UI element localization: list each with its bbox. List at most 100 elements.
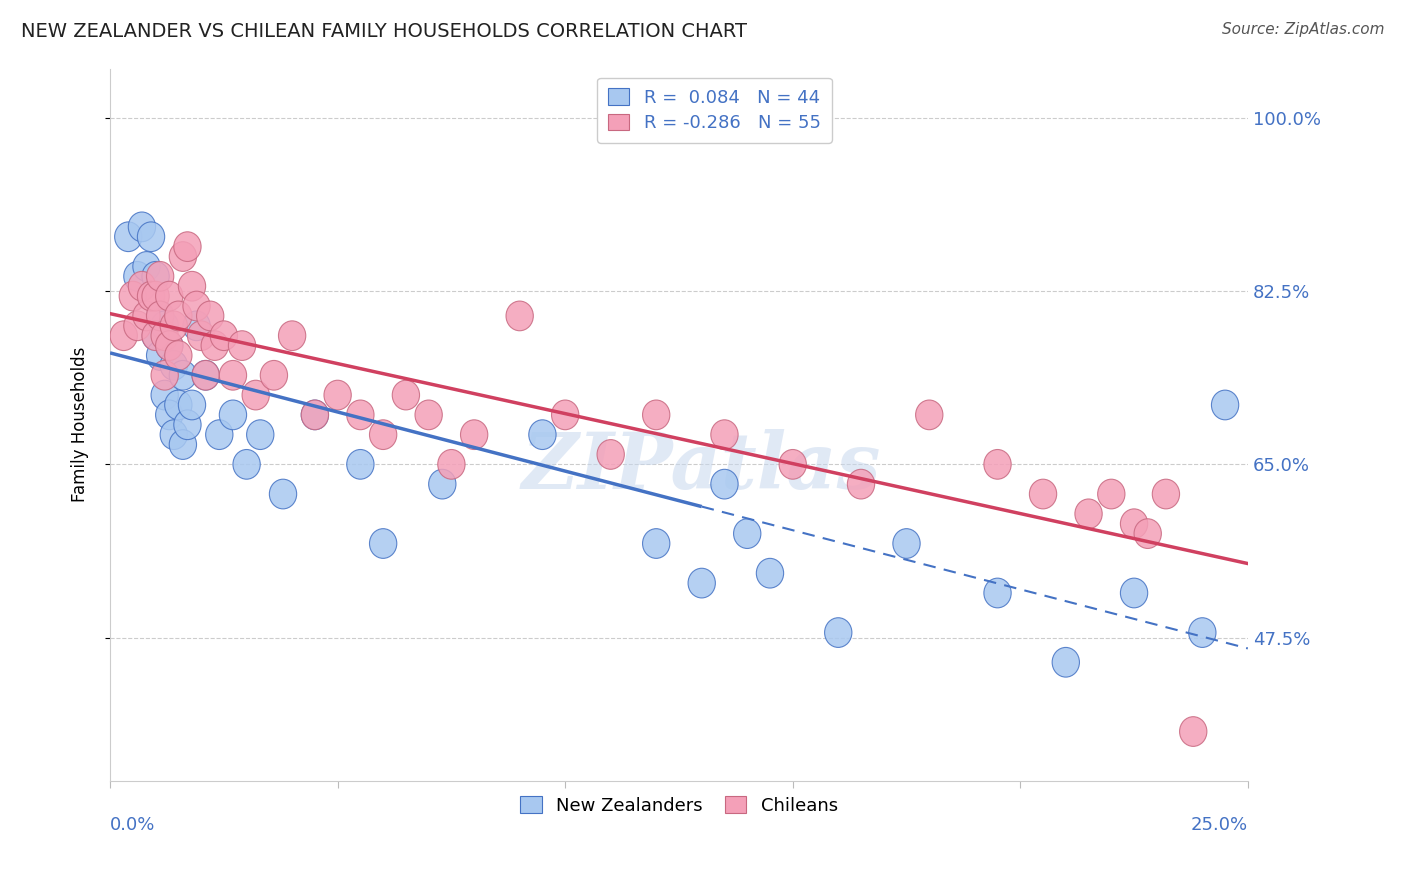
Ellipse shape [146, 261, 174, 291]
Ellipse shape [551, 400, 579, 430]
Text: 25.0%: 25.0% [1191, 815, 1249, 834]
Ellipse shape [160, 351, 187, 380]
Ellipse shape [260, 360, 288, 390]
Ellipse shape [150, 360, 179, 390]
Ellipse shape [370, 420, 396, 450]
Ellipse shape [142, 261, 169, 291]
Ellipse shape [183, 291, 209, 321]
Ellipse shape [115, 222, 142, 252]
Ellipse shape [160, 311, 187, 341]
Ellipse shape [915, 400, 943, 430]
Y-axis label: Family Households: Family Households [72, 347, 89, 502]
Ellipse shape [169, 242, 197, 271]
Ellipse shape [984, 578, 1011, 607]
Ellipse shape [323, 380, 352, 410]
Ellipse shape [138, 222, 165, 252]
Ellipse shape [146, 301, 174, 331]
Ellipse shape [124, 261, 150, 291]
Ellipse shape [197, 301, 224, 331]
Ellipse shape [347, 400, 374, 430]
Ellipse shape [711, 420, 738, 450]
Ellipse shape [138, 281, 165, 311]
Ellipse shape [132, 301, 160, 331]
Ellipse shape [132, 252, 160, 281]
Ellipse shape [156, 331, 183, 360]
Ellipse shape [893, 529, 920, 558]
Ellipse shape [165, 301, 193, 331]
Text: NEW ZEALANDER VS CHILEAN FAMILY HOUSEHOLDS CORRELATION CHART: NEW ZEALANDER VS CHILEAN FAMILY HOUSEHOL… [21, 22, 747, 41]
Ellipse shape [1212, 390, 1239, 420]
Ellipse shape [756, 558, 783, 588]
Ellipse shape [506, 301, 533, 331]
Ellipse shape [228, 331, 256, 360]
Ellipse shape [165, 341, 193, 370]
Ellipse shape [219, 400, 246, 430]
Ellipse shape [301, 400, 329, 430]
Ellipse shape [1121, 508, 1147, 539]
Ellipse shape [848, 469, 875, 499]
Ellipse shape [174, 232, 201, 261]
Ellipse shape [179, 271, 205, 301]
Ellipse shape [165, 390, 193, 420]
Ellipse shape [142, 321, 169, 351]
Ellipse shape [1153, 479, 1180, 508]
Ellipse shape [146, 341, 174, 370]
Ellipse shape [110, 321, 138, 351]
Ellipse shape [150, 380, 179, 410]
Ellipse shape [370, 529, 396, 558]
Text: Source: ZipAtlas.com: Source: ZipAtlas.com [1222, 22, 1385, 37]
Ellipse shape [278, 321, 305, 351]
Ellipse shape [128, 271, 156, 301]
Ellipse shape [169, 430, 197, 459]
Ellipse shape [392, 380, 419, 410]
Ellipse shape [142, 321, 169, 351]
Ellipse shape [156, 281, 183, 311]
Ellipse shape [429, 469, 456, 499]
Ellipse shape [246, 420, 274, 450]
Ellipse shape [150, 321, 179, 351]
Ellipse shape [347, 450, 374, 479]
Ellipse shape [128, 212, 156, 242]
Ellipse shape [156, 400, 183, 430]
Ellipse shape [179, 390, 205, 420]
Ellipse shape [1121, 578, 1147, 607]
Ellipse shape [688, 568, 716, 598]
Ellipse shape [1098, 479, 1125, 508]
Ellipse shape [146, 301, 174, 331]
Ellipse shape [437, 450, 465, 479]
Ellipse shape [1029, 479, 1057, 508]
Ellipse shape [193, 360, 219, 390]
Ellipse shape [824, 618, 852, 648]
Ellipse shape [643, 529, 669, 558]
Text: 0.0%: 0.0% [110, 815, 156, 834]
Ellipse shape [150, 311, 179, 341]
Ellipse shape [233, 450, 260, 479]
Legend: New Zealanders, Chileans: New Zealanders, Chileans [513, 789, 845, 822]
Ellipse shape [160, 420, 187, 450]
Ellipse shape [187, 321, 215, 351]
Ellipse shape [183, 311, 209, 341]
Ellipse shape [984, 450, 1011, 479]
Ellipse shape [193, 360, 219, 390]
Ellipse shape [219, 360, 246, 390]
Ellipse shape [643, 400, 669, 430]
Ellipse shape [242, 380, 270, 410]
Ellipse shape [169, 360, 197, 390]
Ellipse shape [529, 420, 557, 450]
Ellipse shape [415, 400, 443, 430]
Ellipse shape [711, 469, 738, 499]
Ellipse shape [301, 400, 329, 430]
Ellipse shape [1180, 716, 1206, 747]
Ellipse shape [156, 331, 183, 360]
Ellipse shape [205, 420, 233, 450]
Ellipse shape [120, 281, 146, 311]
Ellipse shape [1188, 618, 1216, 648]
Ellipse shape [270, 479, 297, 508]
Ellipse shape [1076, 499, 1102, 529]
Ellipse shape [598, 440, 624, 469]
Ellipse shape [1135, 519, 1161, 549]
Text: ZIPatlas: ZIPatlas [522, 429, 882, 506]
Ellipse shape [461, 420, 488, 450]
Ellipse shape [201, 331, 228, 360]
Ellipse shape [124, 311, 150, 341]
